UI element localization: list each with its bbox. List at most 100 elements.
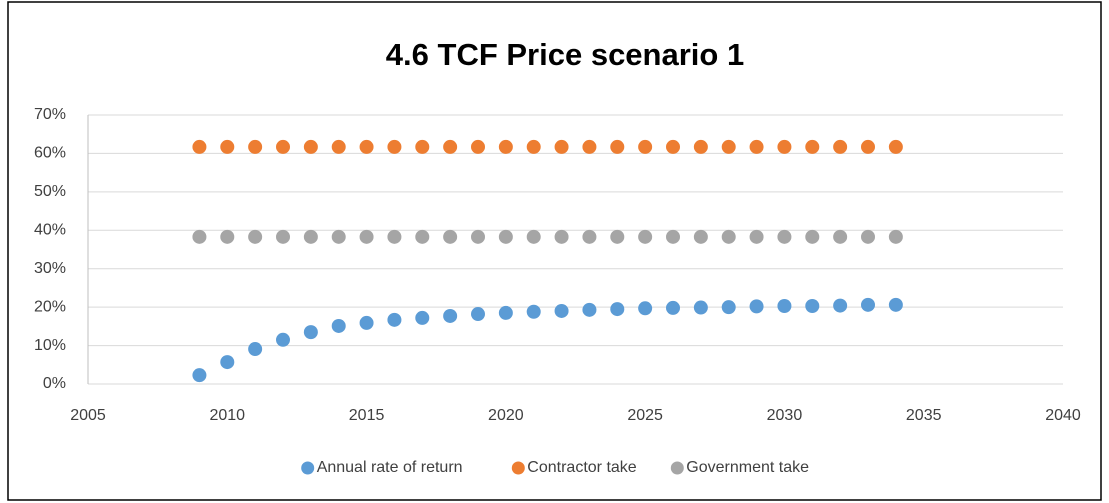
point: [749, 299, 764, 314]
x-tick-label: 2015: [349, 407, 385, 424]
point: [861, 139, 875, 154]
point: [610, 229, 625, 244]
point: [276, 229, 290, 244]
point: [303, 325, 318, 340]
point: [610, 139, 625, 154]
point: [888, 139, 903, 154]
y-tick-label: 40%: [34, 222, 66, 239]
point: [721, 229, 736, 244]
y-tick-label: 60%: [34, 145, 66, 162]
point: [777, 139, 792, 154]
point: [192, 368, 207, 383]
x-tick-label: 2010: [209, 407, 245, 424]
point: [666, 229, 680, 244]
legend-marker: [301, 461, 315, 475]
chart-border: [7, 1, 1102, 501]
point: [220, 355, 235, 370]
point: [777, 298, 792, 313]
point: [554, 303, 569, 318]
point: [526, 304, 541, 319]
point: [471, 139, 485, 154]
point: [582, 139, 597, 154]
point: [888, 297, 903, 312]
point: [833, 229, 848, 244]
point: [888, 229, 903, 244]
point: [192, 139, 207, 154]
x-tick-label: 2025: [627, 407, 663, 424]
point: [498, 305, 513, 320]
point: [582, 229, 597, 244]
x-tick-label: 2030: [767, 407, 803, 424]
x-tick-label: 2005: [70, 407, 106, 424]
point: [359, 229, 374, 244]
point: [359, 139, 374, 154]
point: [276, 332, 290, 347]
point: [749, 139, 764, 154]
point: [443, 308, 458, 323]
point: [415, 139, 430, 154]
point: [303, 229, 318, 244]
point: [192, 229, 207, 244]
point: [666, 139, 680, 154]
point: [833, 298, 848, 313]
point: [498, 229, 513, 244]
point: [471, 307, 485, 322]
point: [443, 229, 458, 244]
point: [220, 139, 235, 154]
point: [248, 229, 263, 244]
legend-label: Contractor take: [527, 459, 636, 476]
y-tick-label: 20%: [34, 298, 66, 315]
point: [526, 139, 541, 154]
legend-marker: [670, 461, 684, 475]
point: [387, 312, 402, 327]
point: [415, 310, 430, 325]
point: [805, 298, 820, 313]
point: [331, 139, 346, 154]
point: [498, 139, 513, 154]
y-tick-label: 30%: [34, 260, 66, 277]
point: [749, 229, 764, 244]
point: [693, 229, 708, 244]
x-tick-label: 2040: [1045, 407, 1081, 424]
point: [471, 229, 485, 244]
point: [721, 139, 736, 154]
point: [359, 315, 374, 330]
point: [666, 300, 680, 315]
legend-marker: [511, 461, 525, 475]
point: [638, 301, 653, 316]
point: [387, 229, 402, 244]
chart-title: 4.6 TCF Price scenario 1: [386, 37, 744, 72]
point: [248, 139, 263, 154]
point: [526, 229, 541, 244]
point: [693, 139, 708, 154]
y-tick-label: 50%: [34, 183, 66, 200]
point: [331, 229, 346, 244]
point: [303, 139, 318, 154]
point: [248, 342, 263, 357]
point: [415, 229, 430, 244]
y-tick-label: 0%: [43, 375, 66, 392]
point: [638, 139, 653, 154]
point: [861, 229, 875, 244]
point: [582, 302, 597, 317]
point: [777, 229, 792, 244]
point: [387, 139, 402, 154]
point: [220, 229, 235, 244]
point: [554, 139, 569, 154]
point: [331, 318, 346, 333]
x-tick-label: 2035: [906, 407, 942, 424]
point: [721, 300, 736, 315]
point: [443, 139, 458, 154]
point: [610, 302, 625, 317]
y-tick-label: 10%: [34, 337, 66, 354]
point: [693, 300, 708, 315]
point: [554, 229, 569, 244]
point: [833, 139, 848, 154]
point: [805, 139, 820, 154]
point: [805, 229, 820, 244]
legend-label: Government take: [686, 459, 809, 476]
y-tick-label: 70%: [34, 106, 66, 123]
legend-label: Annual rate of return: [317, 459, 463, 476]
point: [276, 139, 290, 154]
